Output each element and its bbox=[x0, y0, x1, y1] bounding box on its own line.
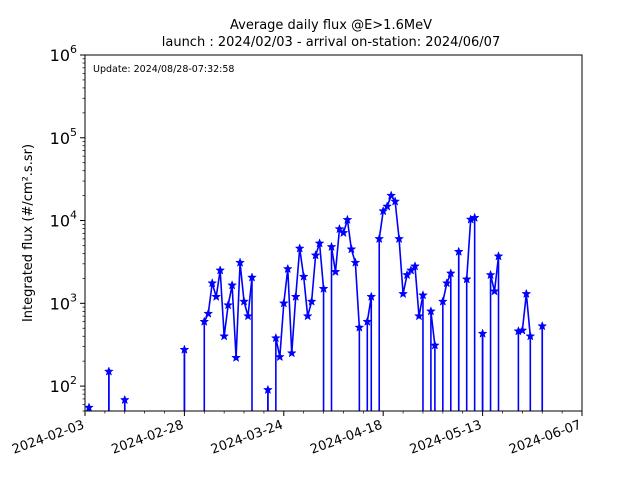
series-line bbox=[442, 273, 452, 302]
data-point-star bbox=[525, 331, 536, 341]
data-point-star bbox=[103, 366, 114, 376]
data-point-star bbox=[179, 344, 190, 354]
data-point-star bbox=[318, 283, 329, 293]
data-point-star bbox=[382, 201, 393, 211]
x-tick-label: 2024-06-07 bbox=[507, 418, 583, 458]
data-point-star bbox=[477, 328, 488, 338]
y-tick-label: 102 bbox=[50, 374, 77, 396]
data-point-star bbox=[207, 277, 218, 288]
data-point-star bbox=[84, 402, 94, 412]
data-point-star bbox=[390, 196, 401, 206]
data-point-star bbox=[517, 325, 528, 335]
data-point-star bbox=[342, 214, 353, 225]
data-point-star bbox=[119, 394, 130, 405]
data-point-star bbox=[394, 233, 405, 244]
data-point-star bbox=[223, 299, 234, 310]
data-point-star bbox=[425, 306, 436, 316]
data-point-star bbox=[215, 265, 226, 275]
data-point-star bbox=[270, 332, 281, 343]
data-point-star bbox=[302, 310, 313, 321]
data-point-star bbox=[282, 263, 293, 274]
y-tick-label: 106 bbox=[50, 43, 77, 65]
data-point-star bbox=[366, 291, 377, 301]
data-point-star bbox=[199, 316, 210, 326]
data-point-star bbox=[247, 272, 257, 282]
data-point-star bbox=[243, 310, 253, 321]
y-tick-label: 103 bbox=[50, 291, 77, 313]
data-point-star bbox=[489, 286, 500, 296]
x-tick-label: 2024-02-03 bbox=[10, 418, 86, 458]
data-point-star bbox=[298, 271, 309, 281]
data-point-star bbox=[334, 223, 345, 234]
data-point-star bbox=[231, 352, 242, 362]
data-point-star bbox=[278, 298, 289, 308]
data-point-star bbox=[378, 205, 389, 216]
series-line bbox=[430, 311, 436, 346]
data-point-star bbox=[326, 241, 337, 252]
data-point-star bbox=[219, 331, 230, 341]
data-point-star bbox=[429, 340, 440, 350]
series-line bbox=[203, 261, 253, 359]
data-point-star bbox=[521, 288, 532, 299]
y-axis: 102 103 104 105 106 bbox=[50, 43, 85, 412]
data-point-star bbox=[330, 266, 341, 277]
data-point-star bbox=[386, 190, 397, 200]
chart-title-line2: launch : 2024/02/03 - arrival on-station… bbox=[162, 35, 500, 50]
series-line bbox=[275, 242, 325, 358]
data-point-star bbox=[314, 238, 325, 248]
data-point-star bbox=[469, 212, 480, 222]
data-point-star bbox=[227, 280, 238, 290]
data-point-star bbox=[338, 227, 349, 238]
y-tick-label: 104 bbox=[50, 209, 77, 231]
data-point-star bbox=[445, 268, 456, 278]
data-point-star bbox=[306, 296, 317, 306]
data-point-star bbox=[274, 351, 285, 362]
data-point-star bbox=[235, 257, 246, 267]
y-tick-label: 105 bbox=[50, 126, 77, 148]
data-point-star bbox=[346, 244, 357, 254]
update-annotation: Update: 2024/08/28-07:32:58 bbox=[93, 64, 234, 75]
data-point-star bbox=[290, 291, 301, 301]
data-point-star bbox=[461, 274, 472, 284]
data-point-star bbox=[286, 347, 297, 358]
data-point-star bbox=[402, 269, 413, 280]
x-tick-label: 2024-03-24 bbox=[209, 418, 285, 458]
chart-title-line1: Average daily flux @E>1.6MeV bbox=[230, 18, 432, 33]
data-point-star bbox=[418, 290, 428, 300]
data-point-star bbox=[437, 296, 448, 306]
data-point-star bbox=[362, 316, 373, 326]
data-point-star bbox=[414, 310, 424, 321]
data-point-star bbox=[398, 288, 409, 299]
x-tick-label: 2024-04-18 bbox=[308, 418, 384, 458]
series-line bbox=[366, 296, 373, 322]
y-axis-label: Integrated flux (#/cm².s.sr) bbox=[21, 144, 36, 322]
data-point-star bbox=[239, 296, 249, 306]
data-point-star bbox=[453, 246, 464, 256]
series-line bbox=[465, 217, 475, 280]
data-point-star bbox=[485, 269, 496, 280]
plot-frame bbox=[84, 54, 583, 412]
data-point-star bbox=[374, 233, 385, 244]
data-point-star bbox=[354, 322, 365, 332]
data-point-star bbox=[441, 277, 452, 288]
data-point-star bbox=[537, 320, 548, 331]
data-point-star bbox=[310, 250, 321, 260]
x-axis: 2024-02-03 2024-02-28 2024-03-24 2024-04-18… bbox=[10, 411, 583, 458]
data-point-star bbox=[350, 257, 361, 267]
data-point-star bbox=[203, 308, 214, 318]
data-point-star bbox=[294, 243, 305, 253]
x-tick-label: 2024-05-13 bbox=[408, 418, 484, 458]
data-point-star bbox=[262, 384, 273, 395]
data-point-star bbox=[410, 261, 420, 271]
data-point-star bbox=[211, 291, 222, 301]
data-point-star bbox=[493, 251, 504, 261]
flux-series bbox=[84, 190, 548, 412]
x-tick-label: 2024-02-28 bbox=[110, 418, 186, 458]
